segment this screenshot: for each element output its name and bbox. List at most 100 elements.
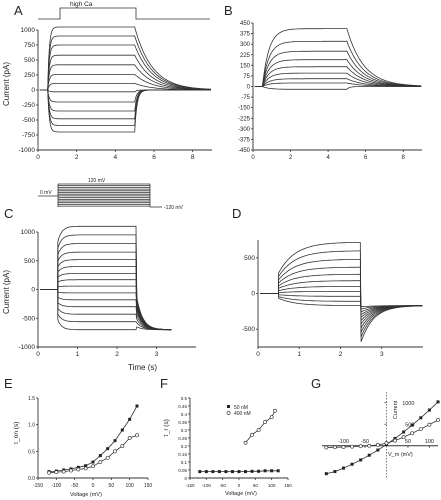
point-f-50nm	[198, 470, 202, 474]
point-g-filled	[367, 453, 371, 457]
y-tick-label-a: 1000	[21, 27, 36, 34]
x-tick-label-a: 6	[152, 154, 156, 161]
y-tick-label-e: 0.0	[28, 476, 35, 482]
point-e-open	[69, 468, 73, 473]
point-g-filled	[410, 423, 414, 427]
point-f-400nm	[263, 420, 268, 424]
trace-a	[39, 54, 212, 91]
point-f-50nm	[230, 470, 234, 474]
x-tick-label-e: 150	[144, 483, 153, 489]
trace-a	[39, 89, 211, 120]
x-tick-label-g: -100	[338, 439, 349, 445]
point-f-50nm	[250, 469, 254, 473]
point-e-open	[54, 470, 59, 475]
x-tick-label-f: 0	[238, 483, 241, 488]
trace-b	[254, 40, 422, 87]
y-tick-label-e: 0.5	[28, 449, 35, 455]
y-tick-label-d: -500	[242, 326, 255, 333]
y-tick-label-c: 1000	[21, 229, 36, 236]
x-tick-label-f: 150	[284, 483, 292, 488]
trace-c	[40, 289, 172, 331]
point-g-open	[341, 445, 346, 449]
point-f-50nm	[263, 469, 267, 473]
point-g-open	[427, 422, 432, 427]
y-tick-label-f: 0.25	[178, 436, 187, 441]
point-e-open	[113, 449, 117, 454]
point-f-400nm	[250, 432, 254, 437]
panel-label-c: C	[4, 206, 13, 221]
top-row-ylabel: Current (pA)	[2, 62, 11, 106]
x-tick-label-a: 8	[191, 154, 195, 161]
x-tick-label-f: -50	[219, 483, 226, 488]
protocol-a-label: high Ca	[70, 1, 93, 8]
panel-label-d: D	[232, 206, 241, 221]
point-g-filled	[376, 448, 380, 452]
panel-label-f: F	[160, 376, 168, 391]
point-f-50nm	[276, 469, 280, 473]
y-tick-label-f: 0.3	[181, 428, 188, 433]
protocol-a: high Ca	[38, 1, 210, 20]
y-tick-label-b: -450	[238, 148, 251, 154]
trace-a	[39, 44, 211, 91]
trace-a	[39, 26, 211, 91]
point-f-50nm	[204, 470, 208, 474]
point-f-50nm	[217, 470, 221, 474]
point-g-filled	[419, 416, 423, 420]
trace-a	[39, 89, 211, 112]
y-tick-label-c: 0	[31, 287, 35, 294]
protocol-c-top-label: 120 mV	[88, 178, 106, 184]
f-xlabel: Voltage (mV)	[225, 491, 257, 497]
point-e-filled	[113, 439, 117, 443]
f-legend-400nm: 400 nM	[234, 411, 251, 417]
point-e-filled	[128, 417, 132, 421]
x-tick-label-c: 2	[115, 351, 119, 358]
x-tick-label-e: -150	[33, 483, 43, 489]
trace-b	[254, 28, 422, 87]
point-f-50nm	[237, 470, 241, 474]
x-tick-label-a: 2	[75, 154, 79, 161]
point-e-open	[76, 467, 81, 472]
point-e-open	[127, 436, 132, 440]
point-e-open	[47, 470, 51, 475]
y-tick-label-b: -75	[241, 95, 250, 101]
y-tick-label-g: 1000	[402, 401, 414, 407]
mid-row-ylabel: Current (pA)	[2, 270, 11, 314]
x-tick-label-c: 3	[155, 351, 159, 358]
e-ylabel: τ_on (s)	[13, 422, 20, 445]
panel-label-g: G	[311, 376, 321, 391]
y-tick-label-f: 0	[184, 476, 187, 481]
x-tick-label-e: -50	[71, 483, 78, 489]
point-g-open	[358, 444, 363, 449]
y-tick-label-f: 0.1	[181, 460, 188, 465]
trace-a	[39, 89, 211, 133]
point-g-open	[393, 438, 397, 443]
g-xlabel: V_m (mV)	[388, 452, 413, 458]
x-tick-label-d: 1	[297, 351, 301, 358]
point-e-filled	[106, 447, 110, 451]
y-tick-label-a: 750	[24, 42, 35, 49]
point-g-open	[367, 443, 372, 448]
point-g-open	[418, 427, 423, 431]
trace-a	[39, 64, 211, 91]
y-tick-label-g: 500	[405, 422, 414, 428]
point-f-400nm	[256, 428, 261, 432]
y-tick-label-b: 150	[240, 63, 251, 69]
panel-label-b: B	[224, 3, 233, 18]
x-tick-label-b: 6	[364, 155, 368, 161]
f-legend-marker-50nm	[227, 405, 230, 408]
point-g-filled	[359, 458, 363, 462]
point-e-filled	[76, 465, 80, 469]
f-ylabel: τ_r (s)	[163, 419, 170, 437]
y-tick-label-a: -250	[22, 102, 35, 109]
y-tick-label-e: 1.0	[28, 423, 35, 429]
point-e-open	[105, 455, 110, 460]
point-g-open	[350, 444, 354, 449]
trace-d	[260, 293, 423, 313]
y-tick-label-b: 300	[240, 42, 251, 48]
x-tick-label-g: -50	[361, 439, 369, 445]
point-f-50nm	[244, 470, 248, 474]
x-tick-label-e: -100	[51, 483, 61, 489]
